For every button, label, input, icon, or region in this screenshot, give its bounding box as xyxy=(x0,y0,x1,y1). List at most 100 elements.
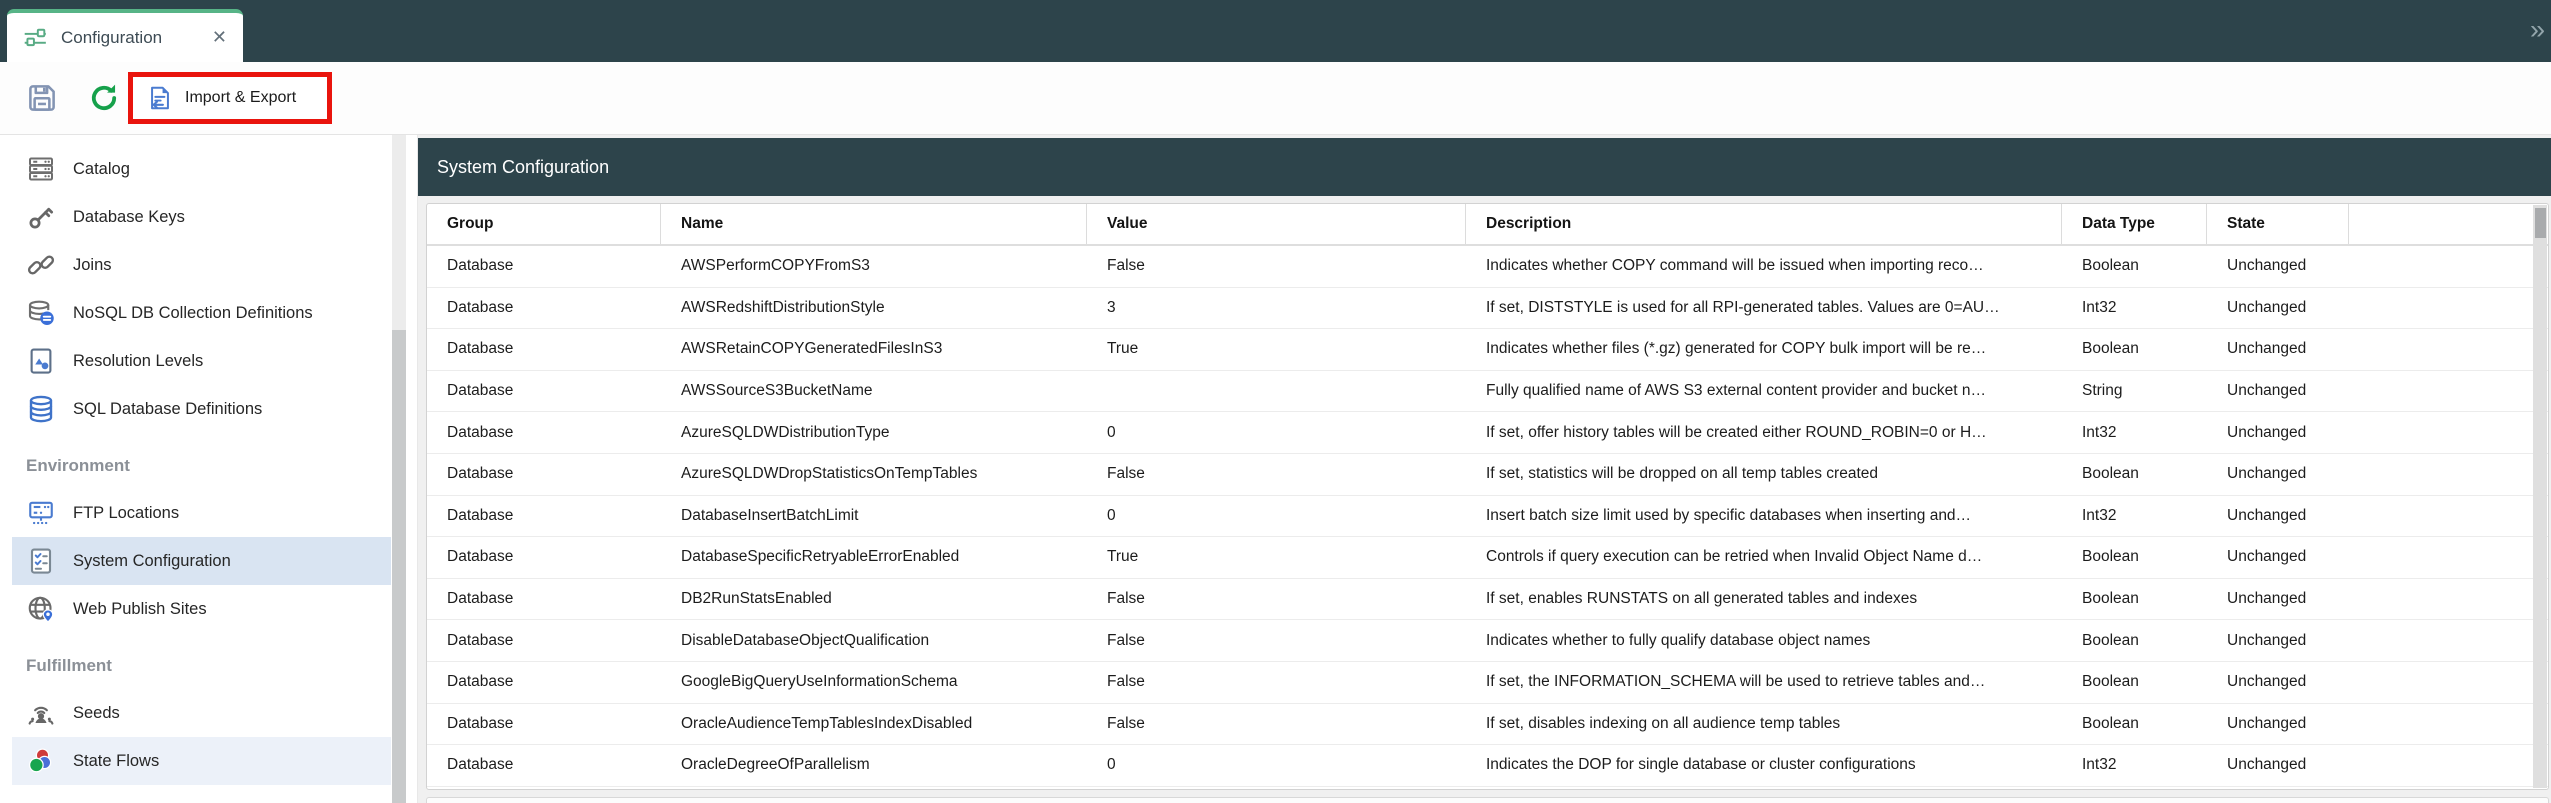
cell-value: False xyxy=(1107,465,1145,483)
cell-data_type: Boolean xyxy=(2082,548,2139,566)
table-row[interactable]: Database DisableDatabaseObjectQualificati… xyxy=(427,620,2548,662)
import-export-icon xyxy=(146,84,174,112)
cell-description: If set, the INFORMATION_SCHEMA will be u… xyxy=(1486,673,1986,691)
cell-description: If set, DISTSTYLE is used for all RPI-ge… xyxy=(1486,298,2000,316)
cell-state: Unchanged xyxy=(2227,423,2307,441)
table-row[interactable]: Database AWSRetainCOPYGeneratedFilesInS3 T… xyxy=(427,329,2548,371)
cell-group: Database xyxy=(447,631,514,649)
sidebar-item-resolution-levels[interactable]: Resolution Levels xyxy=(12,337,391,385)
cell-data_type: Boolean xyxy=(2082,590,2139,608)
table-row[interactable]: Database AzureSQLDWDistributionType 0 If se… xyxy=(427,412,2548,454)
tab-configuration[interactable]: Configuration ✕ xyxy=(7,9,243,62)
sidebar-item-nosql-db-collection-definitions[interactable]: NoSQL DB Collection Definitions xyxy=(12,289,391,337)
cell-data_type: Boolean xyxy=(2082,465,2139,483)
table-row[interactable]: Database OracleDegreeOfParallelism 0 Indica… xyxy=(427,745,2548,787)
cell-description: If set, statistics will be dropped on al… xyxy=(1486,465,1879,483)
sidebar-item-system-configuration[interactable]: System Configuration xyxy=(12,537,391,585)
column-header-state[interactable]: State xyxy=(2207,204,2349,244)
sidebar-scrollbar[interactable] xyxy=(392,135,406,803)
column-header-empty xyxy=(2349,204,2533,244)
table-row[interactable]: Database DatabaseSpecificRetryableErrorEn… xyxy=(427,537,2548,579)
catalog-icon xyxy=(26,154,56,184)
main-panel: System Configuration Group Name Value Descr… xyxy=(418,135,2551,803)
cell-state: Unchanged xyxy=(2227,631,2307,649)
column-header-value[interactable]: Value xyxy=(1087,204,1466,244)
import-export-label: Import & Export xyxy=(185,89,297,106)
refresh-icon xyxy=(87,81,121,115)
cell-description: Insert batch size limit used by specific… xyxy=(1486,506,1972,524)
cell-name: AWSRetainCOPYGeneratedFilesInS3 xyxy=(681,340,943,358)
sidebar-item-catalog[interactable]: Catalog xyxy=(12,145,391,193)
cell-group: Database xyxy=(447,257,514,275)
panel-header: System Configuration xyxy=(418,138,2551,196)
sidebar-item-ftp-locations[interactable]: FTP Locations xyxy=(12,489,391,537)
table-row[interactable]: Database AWSRedshiftDistributionStyle 3 If … xyxy=(427,287,2548,330)
cell-empty xyxy=(2349,620,2533,661)
save-icon xyxy=(25,81,59,115)
table-row[interactable]: Database OracleAudienceTempTablesIndexDis… xyxy=(427,703,2548,746)
cell-state: Unchanged xyxy=(2227,465,2307,483)
table-row[interactable]: Database GoogleBigQueryUseInformationSche… xyxy=(427,661,2548,704)
sidebar-item-sql-database-definitions[interactable]: SQL Database Definitions xyxy=(12,385,391,433)
tab-bar: Configuration ✕ » xyxy=(0,0,2551,62)
sidebar-item-web-publish-sites[interactable]: Web Publish Sites xyxy=(12,585,391,633)
import-export-button[interactable]: Import & Export xyxy=(133,77,327,119)
cell-state: Unchanged xyxy=(2227,506,2307,524)
cell-group: Database xyxy=(447,298,514,316)
sidebar: Catalog Database Keys Joins NoSQL DB Collec… xyxy=(0,135,418,803)
cell-empty xyxy=(2349,745,2533,786)
column-header-name[interactable]: Name xyxy=(661,204,1087,244)
database-keys-icon xyxy=(26,202,56,232)
table-row[interactable]: Database DatabaseInsertBatchLimit 0 Insert … xyxy=(427,495,2548,538)
cell-state: Unchanged xyxy=(2227,756,2307,774)
cell-name: DB2RunStatsEnabled xyxy=(681,590,832,608)
panel-title: System Configuration xyxy=(437,156,610,177)
cell-state: Unchanged xyxy=(2227,340,2307,358)
table-body: Database AWSPerformCOPYFromS3 False Indicat… xyxy=(427,246,2548,787)
chevron-double-right-icon[interactable]: » xyxy=(2529,14,2545,45)
sidebar-item-seeds[interactable]: Seeds xyxy=(12,689,391,737)
table-row[interactable]: Database AWSPerformCOPYFromS3 False Indicat… xyxy=(427,246,2548,288)
save-button[interactable] xyxy=(25,81,59,115)
cell-empty xyxy=(2349,496,2533,537)
seeds-icon xyxy=(26,698,56,728)
resolution-levels-icon xyxy=(26,346,56,376)
sidebar-item-state-flows[interactable]: State Flows xyxy=(12,737,391,785)
table-row[interactable]: Database DB2RunStatsEnabled False If set, e… xyxy=(427,578,2548,621)
sidebar-item-label: Seeds xyxy=(73,703,120,722)
cell-empty xyxy=(2349,246,2533,287)
cell-value: 0 xyxy=(1107,423,1116,441)
cell-group: Database xyxy=(447,423,514,441)
import-export-wrap: Import & Export xyxy=(128,72,332,124)
cell-data_type: Int32 xyxy=(2082,423,2117,441)
cell-empty xyxy=(2349,704,2533,745)
system-configuration-table: Group Name Value Description Data Type State … xyxy=(426,203,2549,790)
sidebar-item-database-keys[interactable]: Database Keys xyxy=(12,193,391,241)
cell-state: Unchanged xyxy=(2227,673,2307,691)
cell-empty xyxy=(2349,329,2533,370)
sidebar-item-label: Catalog xyxy=(73,159,130,178)
sidebar-item-joins[interactable]: Joins xyxy=(12,241,391,289)
cell-data_type: Boolean xyxy=(2082,257,2139,275)
close-icon[interactable]: ✕ xyxy=(211,27,227,47)
cell-data_type: Int32 xyxy=(2082,756,2117,774)
cell-group: Database xyxy=(447,465,514,483)
cell-state: Unchanged xyxy=(2227,590,2307,608)
table-scrollbar[interactable] xyxy=(2533,205,2547,788)
cell-name: DatabaseSpecificRetryableErrorEnabled xyxy=(681,548,960,566)
table-scrollbar-thumb[interactable] xyxy=(2534,208,2546,238)
refresh-button[interactable] xyxy=(87,81,121,115)
cell-value: False xyxy=(1107,714,1145,732)
sidebar-item-label: State Flows xyxy=(73,751,160,770)
table-row[interactable]: Database AWSSourceS3BucketName Fully quali… xyxy=(427,370,2548,413)
column-header-data-type[interactable]: Data Type xyxy=(2062,204,2207,244)
cell-state: Unchanged xyxy=(2227,298,2307,316)
cell-state: Unchanged xyxy=(2227,257,2307,275)
column-header-description[interactable]: Description xyxy=(1466,204,2062,244)
cell-description: Indicates whether COPY command will be i… xyxy=(1486,257,1984,275)
cell-value: False xyxy=(1107,631,1145,649)
column-header-group[interactable]: Group xyxy=(427,204,661,244)
sidebar-scrollbar-thumb[interactable] xyxy=(392,330,406,803)
table-row[interactable]: Database AzureSQLDWDropStatisticsOnTempTa… xyxy=(427,453,2548,496)
